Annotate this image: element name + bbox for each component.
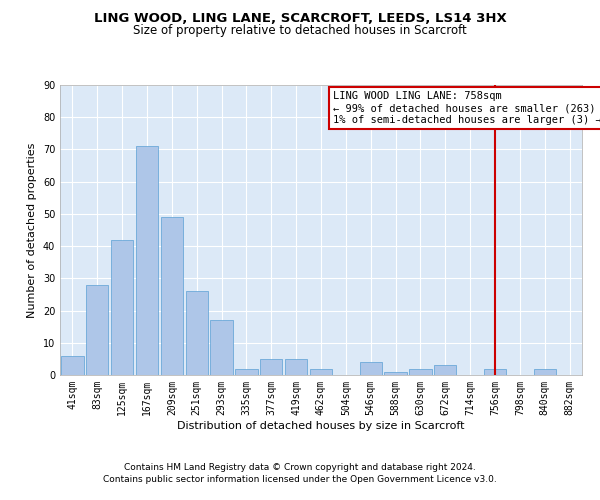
Bar [211, 320, 233, 375]
Bar [61, 356, 83, 375]
Bar [533, 368, 556, 375]
Bar [86, 285, 109, 375]
Text: Contains HM Land Registry data © Crown copyright and database right 2024.: Contains HM Land Registry data © Crown c… [124, 462, 476, 471]
Bar [359, 362, 382, 375]
Y-axis label: Number of detached properties: Number of detached properties [27, 142, 37, 318]
Bar [235, 368, 257, 375]
Bar [285, 359, 307, 375]
X-axis label: Distribution of detached houses by size in Scarcroft: Distribution of detached houses by size … [177, 420, 465, 430]
Text: LING WOOD LING LANE: 758sqm
← 99% of detached houses are smaller (263)
1% of sem: LING WOOD LING LANE: 758sqm ← 99% of det… [334, 92, 600, 124]
Bar [484, 368, 506, 375]
Text: Size of property relative to detached houses in Scarcroft: Size of property relative to detached ho… [133, 24, 467, 37]
Text: LING WOOD, LING LANE, SCARCROFT, LEEDS, LS14 3HX: LING WOOD, LING LANE, SCARCROFT, LEEDS, … [94, 12, 506, 26]
Bar [409, 368, 431, 375]
Bar [385, 372, 407, 375]
Bar [310, 368, 332, 375]
Text: Contains public sector information licensed under the Open Government Licence v3: Contains public sector information licen… [103, 475, 497, 484]
Bar [185, 291, 208, 375]
Bar [136, 146, 158, 375]
Bar [260, 359, 283, 375]
Bar [161, 217, 183, 375]
Bar [434, 366, 457, 375]
Bar [111, 240, 133, 375]
